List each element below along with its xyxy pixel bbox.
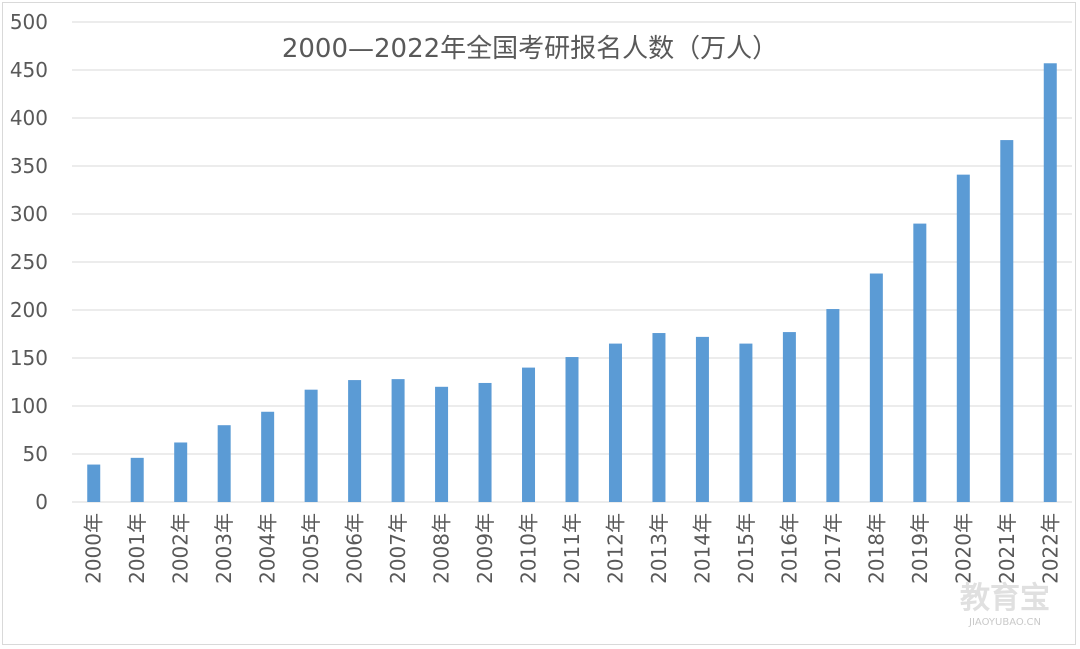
- bar: [956, 174, 970, 502]
- bar: [782, 332, 796, 502]
- y-tick-label: 200: [10, 298, 48, 322]
- x-tick-label: 2018年: [864, 513, 888, 584]
- bar: [217, 425, 231, 502]
- y-tick-label: 400: [10, 106, 48, 130]
- watermark-domain: JIAOYUBAO.CN: [968, 617, 1041, 628]
- bar: [739, 343, 753, 502]
- bar: [869, 273, 883, 502]
- x-tick-label: 2004年: [256, 513, 280, 584]
- bar: [87, 464, 101, 502]
- x-axis-ticks: 2000年 2001年 2002年 2003年 2004年 2005年 2006年 2007年…: [82, 513, 1063, 584]
- x-tick-label: 2021年: [995, 513, 1019, 584]
- watermark-brand: 教育宝: [960, 581, 1050, 616]
- bar: [1043, 63, 1057, 502]
- y-tick-label: 250: [10, 250, 48, 274]
- bar: [261, 411, 275, 502]
- x-tick-label: 2019年: [908, 513, 932, 584]
- x-tick-label: 2014年: [690, 513, 714, 584]
- bar: [826, 309, 840, 502]
- x-tick-label: 2001年: [125, 513, 149, 584]
- x-tick-label: 2006年: [343, 513, 367, 584]
- x-tick-label: 2015年: [734, 513, 758, 584]
- x-tick-label: 2005年: [299, 513, 323, 584]
- x-tick-label: 2011年: [560, 513, 584, 584]
- bar: [695, 336, 709, 502]
- x-tick-label: 2016年: [777, 513, 801, 584]
- y-tick-label: 50: [23, 442, 48, 466]
- bar: [652, 333, 666, 502]
- bar: [348, 380, 362, 502]
- bar: [391, 379, 405, 502]
- y-tick-label: 450: [10, 58, 48, 82]
- x-tick-label: 2013年: [647, 513, 671, 584]
- chart-title: 2000—2022年全国考研报名人数（万人）: [282, 34, 778, 64]
- x-tick-label: 2010年: [517, 513, 541, 584]
- y-tick-label: 0: [35, 490, 48, 514]
- x-tick-label: 2012年: [603, 513, 627, 584]
- x-tick-label: 2007年: [386, 513, 410, 584]
- bars: [87, 63, 1057, 502]
- bar: [478, 382, 492, 502]
- x-tick-label: 2009年: [473, 513, 497, 584]
- x-tick-label: 2008年: [430, 513, 454, 584]
- x-tick-label: 2000年: [82, 513, 106, 584]
- x-tick-label: 2020年: [951, 513, 975, 584]
- bar: [913, 223, 927, 502]
- bar: [608, 343, 622, 502]
- bar: [1000, 140, 1014, 502]
- bar: [522, 367, 536, 502]
- y-axis-ticks: 0 50 100 150 200 250 300 350 400 450 500: [10, 10, 48, 514]
- gridlines: [72, 21, 1072, 503]
- y-tick-label: 350: [10, 154, 48, 178]
- y-tick-label: 150: [10, 346, 48, 370]
- x-tick-label: 2002年: [169, 513, 193, 584]
- x-tick-label: 2022年: [1038, 513, 1062, 584]
- bar: [435, 386, 449, 502]
- bar: [130, 457, 144, 502]
- bar: [565, 357, 579, 502]
- y-tick-label: 500: [10, 10, 48, 34]
- bar: [174, 442, 188, 502]
- x-tick-label: 2017年: [821, 513, 845, 584]
- y-tick-label: 100: [10, 394, 48, 418]
- bar: [304, 389, 318, 502]
- x-tick-label: 2003年: [212, 513, 236, 584]
- y-tick-label: 300: [10, 202, 48, 226]
